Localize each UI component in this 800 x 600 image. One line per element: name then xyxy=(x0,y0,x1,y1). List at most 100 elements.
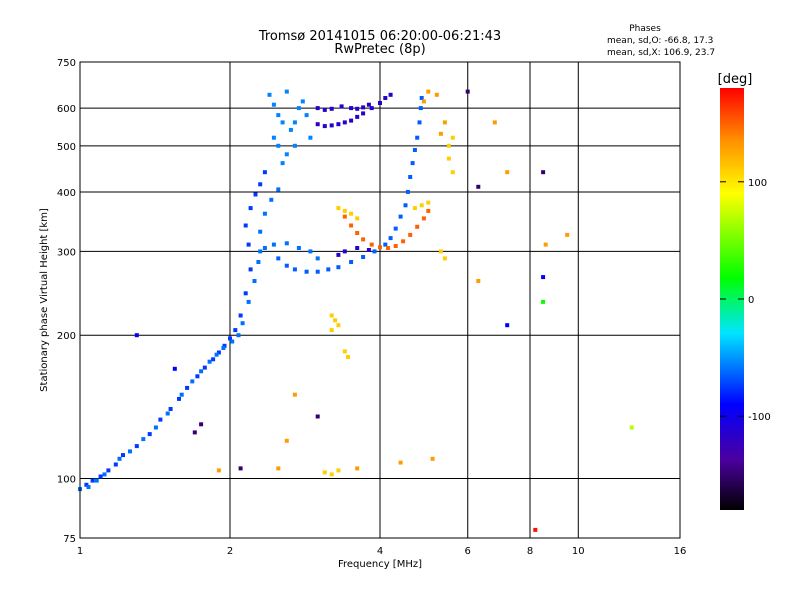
data-point xyxy=(465,89,470,94)
data-point xyxy=(202,365,207,370)
x-tick-label: 10 xyxy=(572,546,585,557)
data-point xyxy=(262,170,267,175)
data-point xyxy=(276,466,281,471)
data-point xyxy=(288,127,293,132)
data-point xyxy=(412,206,417,211)
data-point xyxy=(276,256,281,261)
data-point xyxy=(326,267,331,272)
data-point xyxy=(505,170,510,175)
data-point xyxy=(434,92,439,97)
data-point xyxy=(304,113,309,118)
data-point xyxy=(322,470,327,475)
data-point xyxy=(168,407,173,411)
data-points xyxy=(78,89,634,532)
data-point xyxy=(565,232,570,237)
x-tick-labels: 1 2 4 6 8 10 16 xyxy=(77,546,687,557)
data-point xyxy=(346,355,350,359)
data-point xyxy=(398,460,403,465)
data-point xyxy=(393,226,398,231)
data-point xyxy=(185,385,190,390)
data-point xyxy=(629,425,634,430)
data-point xyxy=(284,152,289,157)
data-point xyxy=(336,206,341,211)
data-point xyxy=(403,203,408,208)
data-point xyxy=(336,468,341,473)
data-point xyxy=(372,249,377,254)
y-tick-label: 750 xyxy=(57,58,76,69)
data-point xyxy=(342,249,347,254)
data-point xyxy=(361,237,366,242)
data-point xyxy=(366,248,371,252)
data-point xyxy=(442,120,447,125)
data-point xyxy=(405,189,410,194)
data-point xyxy=(417,120,422,125)
data-point xyxy=(199,422,204,427)
data-point xyxy=(393,244,398,248)
data-point xyxy=(252,279,257,283)
plot-frame xyxy=(79,61,681,539)
data-point xyxy=(438,249,443,254)
data-point xyxy=(349,260,354,264)
data-point xyxy=(284,241,289,246)
data-point xyxy=(342,208,347,213)
data-point xyxy=(342,349,347,354)
data-point xyxy=(246,299,251,304)
data-point xyxy=(258,182,263,187)
data-point xyxy=(214,352,219,357)
data-point xyxy=(333,318,338,323)
data-point xyxy=(243,291,248,296)
data-point xyxy=(355,114,360,119)
data-point xyxy=(421,216,426,221)
data-point xyxy=(276,187,281,192)
data-point xyxy=(102,472,107,477)
data-point xyxy=(541,170,546,175)
data-point xyxy=(165,411,170,416)
data-point xyxy=(366,102,371,107)
data-point xyxy=(426,89,431,94)
x-tick-label: 4 xyxy=(377,546,383,557)
data-point xyxy=(276,113,281,118)
data-point xyxy=(271,135,276,140)
data-point xyxy=(415,135,420,140)
data-point xyxy=(336,323,341,328)
x-tick-label: 1 xyxy=(77,546,83,557)
x-tick-label: 16 xyxy=(674,546,687,557)
data-point xyxy=(296,106,301,111)
data-point xyxy=(476,279,481,283)
data-point xyxy=(349,211,354,216)
data-point xyxy=(253,192,258,197)
data-point xyxy=(355,246,360,250)
data-point xyxy=(378,245,382,250)
data-point xyxy=(256,260,261,264)
data-point xyxy=(329,123,334,128)
chart-title: Tromsø 20141015 06:20:00-06:21:43 xyxy=(258,29,501,44)
x-tick-label: 8 xyxy=(527,546,533,557)
data-point xyxy=(199,369,204,374)
grid-lines xyxy=(80,62,680,538)
data-point xyxy=(243,223,248,228)
data-point xyxy=(476,184,481,189)
data-point xyxy=(211,357,216,362)
data-point xyxy=(98,474,103,479)
data-point xyxy=(322,107,327,112)
data-point xyxy=(238,466,243,471)
data-point xyxy=(342,214,347,219)
data-point xyxy=(446,156,451,161)
data-point xyxy=(369,106,374,111)
y-tick-label: 300 xyxy=(57,247,76,258)
y-tick-label: 500 xyxy=(57,142,76,153)
stats-heading: Phases xyxy=(629,24,661,34)
data-point xyxy=(383,96,388,100)
data-point xyxy=(128,449,132,454)
data-point xyxy=(322,124,327,129)
x-tick-label: 2 xyxy=(227,546,233,557)
y-tick-label: 400 xyxy=(57,188,76,199)
data-point xyxy=(421,99,426,104)
data-point xyxy=(190,379,195,384)
data-point xyxy=(280,120,285,125)
data-point xyxy=(410,161,415,166)
data-point xyxy=(117,456,122,461)
data-point xyxy=(355,231,360,235)
data-point xyxy=(94,478,99,483)
